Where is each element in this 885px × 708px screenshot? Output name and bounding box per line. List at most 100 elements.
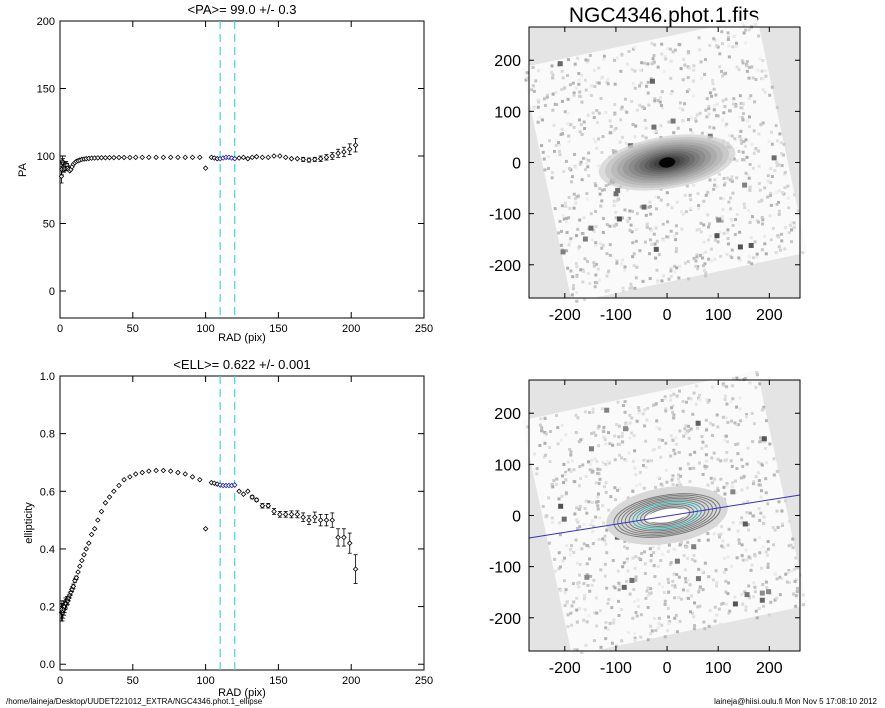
noise-pixel [780, 509, 784, 513]
ell-plot-frame [59, 375, 425, 671]
noise-pixel [575, 648, 579, 652]
noise-pixel [713, 104, 717, 108]
star-source [604, 407, 610, 413]
noise-pixel [561, 559, 565, 563]
noise-pixel [742, 377, 746, 381]
noise-pixel [579, 268, 583, 272]
noise-pixel [603, 188, 607, 192]
ell-data-point [189, 474, 196, 480]
noise-pixel [579, 123, 583, 127]
noise-pixel [598, 609, 602, 613]
noise-pixel [671, 579, 675, 583]
noise-pixel [617, 588, 621, 592]
noise-pixel [586, 259, 590, 263]
noise-pixel [787, 580, 791, 584]
noise-pixel [740, 116, 744, 120]
noise-pixel [628, 436, 632, 440]
noise-pixel [730, 384, 734, 388]
noise-pixel [670, 89, 674, 93]
noise-pixel [698, 604, 702, 608]
noise-pixel [685, 556, 689, 560]
noise-pixel [655, 268, 659, 272]
noise-pixel [551, 520, 555, 524]
noise-pixel [574, 261, 578, 265]
noise-pixel [545, 93, 549, 97]
noise-pixel [592, 524, 596, 528]
noise-pixel [625, 546, 629, 550]
noise-pixel [575, 608, 579, 612]
image-xtick-label: 0 [663, 660, 672, 677]
noise-pixel [639, 635, 643, 639]
noise-pixel [719, 69, 723, 73]
noise-pixel [617, 581, 621, 585]
noise-pixel [747, 260, 751, 264]
noise-pixel [630, 67, 634, 71]
pa-data-point [335, 150, 341, 157]
noise-pixel [740, 554, 744, 558]
noise-pixel [525, 71, 529, 75]
noise-pixel [534, 79, 538, 83]
noise-pixel [653, 99, 657, 103]
star-source [616, 216, 622, 222]
noise-pixel [727, 581, 731, 585]
noise-pixel [605, 252, 609, 256]
noise-pixel [547, 155, 551, 159]
noise-pixel [707, 575, 711, 579]
noise-pixel [712, 37, 716, 41]
noise-pixel [704, 193, 708, 197]
noise-pixel [623, 268, 627, 272]
noise-pixel [777, 245, 781, 249]
noise-pixel [653, 485, 657, 489]
noise-pixel [647, 103, 651, 107]
noise-pixel [563, 472, 567, 476]
pa-data-point [282, 154, 289, 161]
noise-pixel [752, 480, 756, 484]
noise-pixel [552, 479, 556, 483]
ellipse-contour [636, 502, 698, 529]
noise-pixel [641, 279, 645, 283]
noise-pixel [623, 208, 627, 212]
noise-pixel [579, 438, 583, 442]
noise-pixel [725, 252, 729, 256]
noise-pixel [702, 240, 706, 244]
noise-pixel [737, 541, 741, 545]
noise-pixel [668, 47, 672, 51]
noise-pixel [646, 80, 650, 84]
noise-pixel [597, 66, 601, 70]
image-xtick-label: -200 [549, 660, 581, 677]
noise-pixel [606, 288, 610, 292]
noise-pixel [731, 191, 735, 195]
noise-pixel [787, 206, 791, 210]
noise-pixel [650, 228, 654, 232]
noise-pixel [738, 258, 742, 262]
noise-pixel [777, 212, 781, 216]
noise-pixel [769, 193, 773, 197]
noise-pixel [715, 185, 719, 189]
noise-pixel [801, 593, 805, 597]
pa-data-point [139, 154, 146, 161]
noise-pixel [669, 76, 673, 80]
noise-pixel [762, 440, 766, 444]
noise-pixel [774, 251, 778, 255]
noise-pixel [706, 190, 710, 194]
noise-pixel [648, 200, 652, 204]
noise-pixel [675, 266, 679, 270]
noise-pixel [620, 135, 624, 139]
noise-pixel [597, 424, 601, 428]
ell-data-point [317, 517, 324, 523]
noise-pixel [734, 44, 738, 48]
noise-pixel [633, 286, 637, 290]
noise-pixel [739, 476, 743, 480]
noise-pixel [757, 200, 761, 204]
noise-pixel [559, 132, 563, 136]
noise-pixel [578, 90, 582, 94]
pa-data-point [329, 153, 336, 159]
noise-pixel [681, 212, 685, 216]
noise-pixel [594, 273, 598, 277]
ell-data-point [282, 511, 289, 518]
noise-pixel [697, 538, 701, 542]
noise-pixel [675, 630, 679, 634]
noise-pixel [597, 537, 601, 541]
noise-pixel [620, 105, 624, 109]
noise-pixel [566, 111, 570, 115]
